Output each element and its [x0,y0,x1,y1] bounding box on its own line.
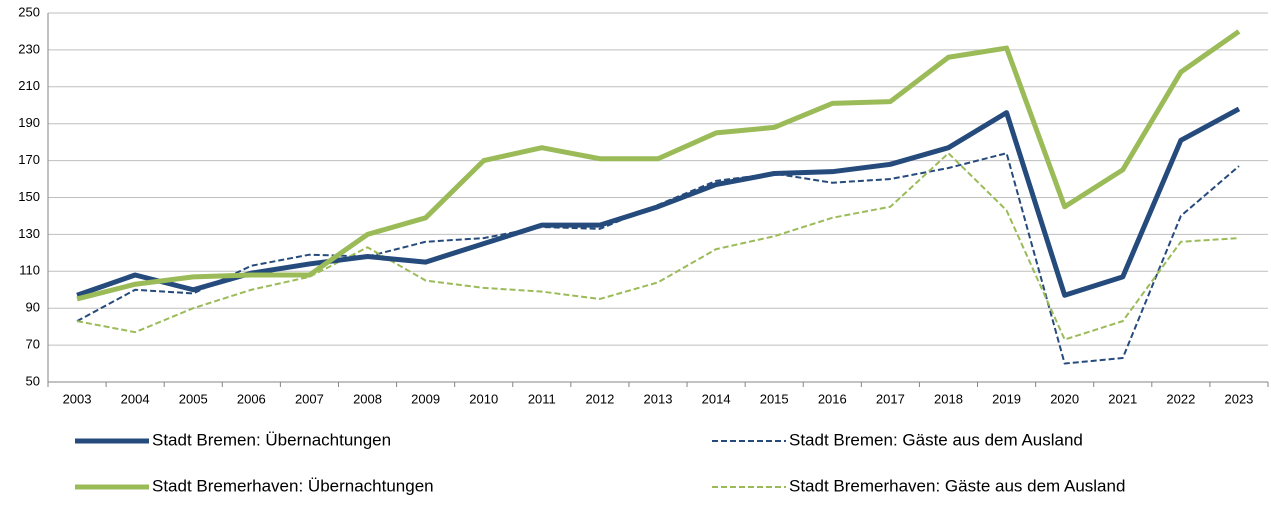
y-tick-label: 150 [18,189,40,204]
x-tick-label: 2020 [1050,391,1079,406]
x-tick-label: 2009 [411,391,440,406]
y-tick-label: 110 [19,263,40,278]
y-tick-label: 230 [18,41,40,56]
x-tick-label: 2015 [760,391,789,406]
y-tick-label: 210 [18,78,40,93]
x-tick-label: 2008 [353,391,382,406]
x-tick-label: 2017 [876,391,905,406]
x-tick-label: 2007 [295,391,324,406]
y-tick-label: 170 [18,152,40,167]
y-tick-label: 50 [26,373,40,388]
x-tick-label: 2016 [818,391,847,406]
legend-label: Stadt Bremen: Übernachtungen [152,430,391,449]
x-tick-label: 2012 [585,391,614,406]
legend-label: Stadt Bremen: Gäste aus dem Ausland [789,430,1083,449]
y-tick-label: 130 [18,226,40,241]
x-tick-label: 2005 [179,391,208,406]
y-tick-label: 190 [18,115,40,130]
x-tick-label: 2010 [469,391,498,406]
x-tick-label: 2023 [1224,391,1253,406]
line-series [76,152,1240,341]
x-tick-label: 2004 [121,391,150,406]
y-tick-label: 250 [18,4,40,19]
legend-label: Stadt Bremerhaven: Gäste aus dem Ausland [789,476,1125,495]
x-tick-label: 2018 [934,391,963,406]
x-tick-label: 2013 [644,391,673,406]
y-tick-label: 70 [26,337,40,352]
x-tick-label: 2021 [1108,391,1137,406]
line-series [76,106,1241,298]
x-tick-label: 2014 [702,391,731,406]
line-series [76,152,1240,365]
x-tick-label: 2019 [992,391,1021,406]
x-tick-label: 2022 [1166,391,1195,406]
y-tick-label: 90 [26,300,40,315]
legend-label: Stadt Bremerhaven: Übernachtungen [152,476,434,495]
x-tick-label: 2006 [237,391,266,406]
x-tick-label: 2011 [528,391,556,406]
line-series [76,29,1241,302]
x-tick-label: 2003 [63,391,92,406]
